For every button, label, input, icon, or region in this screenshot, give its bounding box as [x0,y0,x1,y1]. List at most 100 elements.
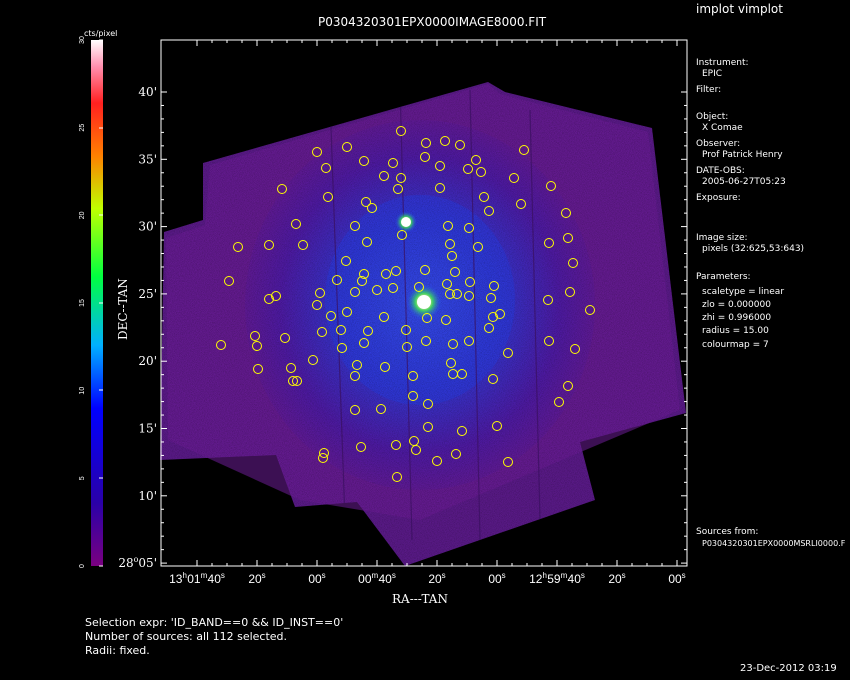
source-circle [359,156,369,166]
source-circle [372,285,382,295]
colorbar [91,40,103,566]
y-tick-labels: 40' 35' 30' 25' 20' 15' 10' 28o05' [118,85,157,570]
param-zlo: zlo = 0.000000 [702,300,771,310]
source-circle [408,371,418,381]
source-circle [388,283,398,293]
source-circle [471,155,481,165]
source-circle [463,164,473,174]
colorbar-ticks [99,39,103,567]
source-circle [401,325,411,335]
x-tick-label: 00s [308,571,325,586]
timestamp: 23-Dec-2012 03:19 [740,663,837,674]
source-circle [361,197,371,207]
source-circle [350,405,360,415]
source-circle [411,445,421,455]
source-circle [357,276,367,286]
source-circle [264,294,274,304]
source-circle [488,374,498,384]
source-circle [397,230,407,240]
source-circle [447,251,457,261]
source-circle [452,289,462,299]
colorbar-labels: 0 5 10 15 20 25 30 [79,36,86,568]
source-circle [476,167,486,177]
source-circle [516,199,526,209]
source-circle [286,363,296,373]
plot-frame [160,39,688,567]
source-circle [445,289,455,299]
source-circle [408,391,418,401]
colorbar-tick-label: 30 [79,36,86,44]
source-circle [336,325,346,335]
filter-label: Filter: [696,85,722,95]
source-circle [465,277,475,287]
source-circle [321,163,331,173]
source-circle [342,307,352,317]
source-circle [435,183,445,193]
source-circle [317,327,327,337]
source-circle [393,184,403,194]
source-circle [440,136,450,146]
source-circle [277,184,287,194]
source-circle [298,240,308,250]
source-circle [319,448,329,458]
source-circle [420,265,430,275]
source-circle [402,342,412,352]
source-markers [216,126,595,482]
x-axis-label: RA---TAN [392,592,448,606]
source-circle [379,171,389,181]
x-tick-label: 12h 59m 40s [529,571,585,586]
source-circle [544,336,554,346]
y-tick-label: 28o05' [118,555,157,570]
image-size-label: Image size: [696,233,748,243]
source-circle [503,348,513,358]
radii-info: Radii: fixed. [85,644,150,657]
source-circle [337,343,347,353]
instrument-label: Instrument: [696,58,749,68]
source-circle [367,203,377,213]
source-circle [381,269,391,279]
source-circle [342,142,352,152]
date-label: DATE-OBS: [696,166,745,176]
source-circle [422,313,432,323]
source-circle [253,364,263,374]
source-circle [484,206,494,216]
source-circle [421,138,431,148]
exposure-map [160,82,686,566]
source-circle [585,305,595,315]
source-circle [362,237,372,247]
source-circle [392,472,402,482]
source-circle [435,161,445,171]
source-circle [323,192,333,202]
source-circle [448,339,458,349]
x-tick-label: 20s [428,571,445,586]
source-circle [443,221,453,231]
source-circle [414,282,424,292]
source-circle [544,238,554,248]
source-circle [423,399,433,409]
y-tick-label: 30' [138,220,157,234]
source-circle [423,422,433,432]
source-circle [543,295,553,305]
image-size-value: pixels (32:625,53:643) [702,244,805,254]
source-circle [570,344,580,354]
source-circle [420,152,430,162]
source-circle [457,426,467,436]
source-circle [495,309,505,319]
colorbar-tick-label: 5 [79,476,86,480]
source-circle [464,336,474,346]
source-circle [380,362,390,372]
source-count: Number of sources: all 112 selected. [85,630,288,643]
source-circle [312,300,322,310]
object-value: X Comae [702,123,743,133]
source-circle [216,340,226,350]
x-tick-label: 20s [608,571,625,586]
source-circle [484,323,494,333]
instrument-value: EPIC [702,69,723,79]
y-tick-label: 20' [138,354,157,368]
source-circle [252,341,262,351]
source-circle [332,275,342,285]
source-circle [464,291,474,301]
source-circle [350,371,360,381]
x-tick-label: 00s [668,571,685,586]
